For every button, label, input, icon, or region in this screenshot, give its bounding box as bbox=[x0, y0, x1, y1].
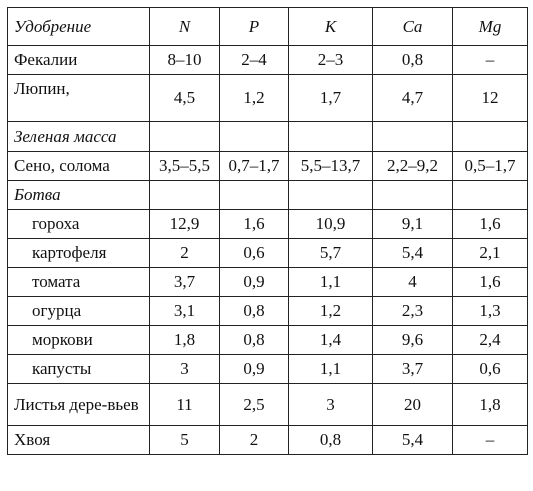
row-label: Люпин, bbox=[7, 74, 150, 122]
cell-mg: 2,4 bbox=[452, 325, 528, 355]
section-label: Зеленая масса bbox=[7, 121, 150, 152]
cell-p: 2,5 bbox=[219, 383, 289, 426]
cell-k: 1,7 bbox=[288, 74, 373, 122]
header-fertilizer: Удобрение bbox=[7, 7, 150, 46]
fertilizer-composition-table: Удобрение N P K Ca Mg Фекалии 8–10 2–4 2… bbox=[7, 7, 528, 455]
cell-mg: – bbox=[452, 45, 528, 75]
cell-mg bbox=[452, 180, 528, 210]
table-row: моркови 1,8 0,8 1,4 9,6 2,4 bbox=[7, 325, 528, 355]
header-p: P bbox=[219, 7, 289, 46]
cell-k: 1,2 bbox=[288, 296, 373, 326]
cell-k: 5,7 bbox=[288, 238, 373, 268]
cell-n: 4,5 bbox=[149, 74, 220, 122]
header-ca: Ca bbox=[372, 7, 453, 46]
cell-n: 11 bbox=[149, 383, 220, 426]
cell-k: 3 bbox=[288, 383, 373, 426]
cell-p: 0,9 bbox=[219, 267, 289, 297]
cell-n: 3,5–5,5 bbox=[149, 151, 220, 181]
cell-k: 1,4 bbox=[288, 325, 373, 355]
table-header-row: Удобрение N P K Ca Mg bbox=[7, 7, 528, 46]
table-row: томата 3,7 0,9 1,1 4 1,6 bbox=[7, 267, 528, 297]
cell-mg: 2,1 bbox=[452, 238, 528, 268]
row-label: томата bbox=[7, 267, 150, 297]
table-row: Люпин, 4,5 1,2 1,7 4,7 12 bbox=[7, 74, 528, 122]
cell-p: 0,9 bbox=[219, 354, 289, 384]
cell-mg: 0,6 bbox=[452, 354, 528, 384]
cell-n: 1,8 bbox=[149, 325, 220, 355]
cell-k: 10,9 bbox=[288, 209, 373, 239]
table-row: Хвоя 5 2 0,8 5,4 – bbox=[7, 425, 528, 455]
cell-k: 0,8 bbox=[288, 425, 373, 455]
cell-p: 2 bbox=[219, 425, 289, 455]
cell-k bbox=[288, 180, 373, 210]
cell-ca: 2,3 bbox=[372, 296, 453, 326]
table-section-row: Ботва bbox=[7, 180, 528, 210]
cell-n: 12,9 bbox=[149, 209, 220, 239]
cell-ca: 4,7 bbox=[372, 74, 453, 122]
cell-p: 0,8 bbox=[219, 325, 289, 355]
cell-p: 0,8 bbox=[219, 296, 289, 326]
cell-mg: 12 bbox=[452, 74, 528, 122]
row-label: Сено, солома bbox=[7, 151, 150, 181]
row-label: гороха bbox=[7, 209, 150, 239]
cell-n: 5 bbox=[149, 425, 220, 455]
cell-mg bbox=[452, 121, 528, 152]
cell-n: 3 bbox=[149, 354, 220, 384]
cell-ca bbox=[372, 180, 453, 210]
cell-ca: 20 bbox=[372, 383, 453, 426]
section-label: Ботва bbox=[7, 180, 150, 210]
header-n: N bbox=[149, 7, 220, 46]
header-k: K bbox=[288, 7, 373, 46]
cell-p bbox=[219, 180, 289, 210]
cell-k: 2–3 bbox=[288, 45, 373, 75]
cell-p: 0,7–1,7 bbox=[219, 151, 289, 181]
cell-p bbox=[219, 121, 289, 152]
cell-ca: 2,2–9,2 bbox=[372, 151, 453, 181]
table-row: гороха 12,9 1,6 10,9 9,1 1,6 bbox=[7, 209, 528, 239]
table-section-row: Зеленая масса bbox=[7, 121, 528, 152]
header-mg: Mg bbox=[452, 7, 528, 46]
cell-n: 2 bbox=[149, 238, 220, 268]
cell-k: 1,1 bbox=[288, 354, 373, 384]
cell-ca: 3,7 bbox=[372, 354, 453, 384]
cell-mg: 0,5–1,7 bbox=[452, 151, 528, 181]
row-label: Листья дере-вьев bbox=[7, 383, 150, 426]
cell-n: 3,1 bbox=[149, 296, 220, 326]
cell-p: 1,2 bbox=[219, 74, 289, 122]
cell-n bbox=[149, 180, 220, 210]
cell-ca: 5,4 bbox=[372, 238, 453, 268]
row-label: картофеля bbox=[7, 238, 150, 268]
cell-p: 2–4 bbox=[219, 45, 289, 75]
row-label: Хвоя bbox=[7, 425, 150, 455]
table-row: картофеля 2 0,6 5,7 5,4 2,1 bbox=[7, 238, 528, 268]
cell-n: 8–10 bbox=[149, 45, 220, 75]
row-label: капусты bbox=[7, 354, 150, 384]
cell-k: 1,1 bbox=[288, 267, 373, 297]
cell-k bbox=[288, 121, 373, 152]
cell-ca: 4 bbox=[372, 267, 453, 297]
table-row: Сено, солома 3,5–5,5 0,7–1,7 5,5–13,7 2,… bbox=[7, 151, 528, 181]
cell-mg: 1,8 bbox=[452, 383, 528, 426]
cell-p: 0,6 bbox=[219, 238, 289, 268]
row-label: моркови bbox=[7, 325, 150, 355]
cell-mg: 1,6 bbox=[452, 209, 528, 239]
table-row: Листья дере-вьев 11 2,5 3 20 1,8 bbox=[7, 383, 528, 426]
cell-mg: – bbox=[452, 425, 528, 455]
row-label: огурца bbox=[7, 296, 150, 326]
cell-p: 1,6 bbox=[219, 209, 289, 239]
cell-n: 3,7 bbox=[149, 267, 220, 297]
cell-ca: 0,8 bbox=[372, 45, 453, 75]
cell-ca: 9,6 bbox=[372, 325, 453, 355]
cell-mg: 1,3 bbox=[452, 296, 528, 326]
cell-k: 5,5–13,7 bbox=[288, 151, 373, 181]
cell-ca bbox=[372, 121, 453, 152]
table-row: Фекалии 8–10 2–4 2–3 0,8 – bbox=[7, 45, 528, 75]
table-row: капусты 3 0,9 1,1 3,7 0,6 bbox=[7, 354, 528, 384]
cell-ca: 5,4 bbox=[372, 425, 453, 455]
cell-ca: 9,1 bbox=[372, 209, 453, 239]
row-label: Фекалии bbox=[7, 45, 150, 75]
cell-n bbox=[149, 121, 220, 152]
cell-mg: 1,6 bbox=[452, 267, 528, 297]
table-row: огурца 3,1 0,8 1,2 2,3 1,3 bbox=[7, 296, 528, 326]
